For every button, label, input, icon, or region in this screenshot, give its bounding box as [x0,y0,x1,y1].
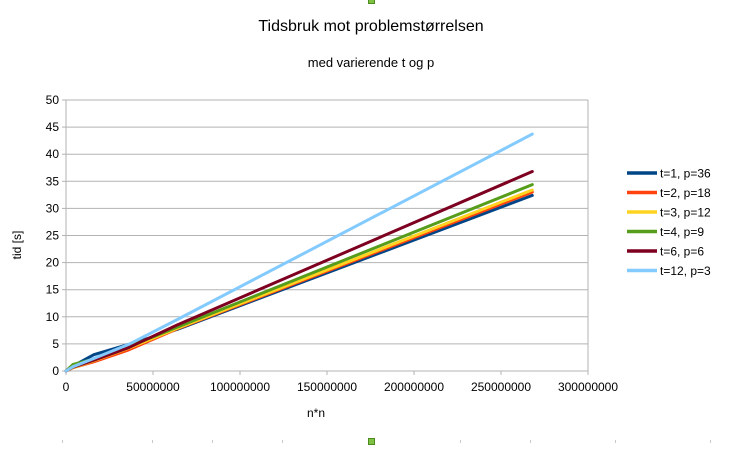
bottom-ruler-mark [152,440,153,443]
legend: t=1, p=36 t=2, p=18 t=3, p=12 t=4, p=9 t=6, … [627,167,711,278]
y-tick-label: 15 [46,283,60,297]
x-tick-label: 100000000 [210,380,270,394]
y-axis-label: tid [s] [10,231,24,260]
legend-label: t=3, p=12 [660,206,711,220]
x-tick-label: 0 [63,380,70,394]
chart-subtitle: med varierende t og p [308,55,434,70]
bottom-ruler-mark [615,440,616,443]
legend-label: t=6, p=6 [660,245,704,259]
selection-handle-top[interactable] [368,0,375,4]
bottom-ruler-mark [530,440,531,443]
series-lines [64,132,534,373]
y-tick-label: 25 [46,229,60,243]
tick-labels: 0 5 10 15 20 25 30 35 40 45 50 0 50000000 100000000 15… [46,93,619,394]
bottom-ruler-mark [710,440,711,443]
x-tick-label: 150000000 [297,380,357,394]
bottom-ruler-mark [212,440,213,443]
x-tick-label: 250000000 [471,380,531,394]
y-tick-label: 35 [46,174,60,188]
legend-label: t=2, p=18 [660,186,711,200]
y-tick-label: 50 [46,93,60,107]
y-tick-label: 10 [46,310,60,324]
bottom-ruler-mark [62,440,63,443]
chart-title: Tidsbruk mot problemstørrelsen [258,18,483,35]
y-tick-label: 40 [46,147,60,161]
selection-handle-bottom[interactable] [368,438,375,445]
legend-label: t=1, p=36 [660,167,711,181]
legend-label: t=4, p=9 [660,225,704,239]
y-tick-label: 45 [46,120,60,134]
y-tick-label: 0 [52,364,59,378]
bottom-ruler-mark [460,440,461,443]
axes [62,99,589,375]
bottom-ruler-mark [282,440,283,443]
series-line [64,132,534,373]
legend-label: t=12, p=3 [660,264,711,278]
x-tick-label: 200000000 [384,380,444,394]
y-tick-label: 20 [46,256,60,270]
y-tick-label: 5 [52,337,59,351]
x-axis-label: n*n [307,406,325,420]
y-tick-label: 30 [46,201,60,215]
x-tick-label: 50000000 [126,380,180,394]
x-tick-label: 300000000 [558,380,618,394]
grid [66,99,588,345]
